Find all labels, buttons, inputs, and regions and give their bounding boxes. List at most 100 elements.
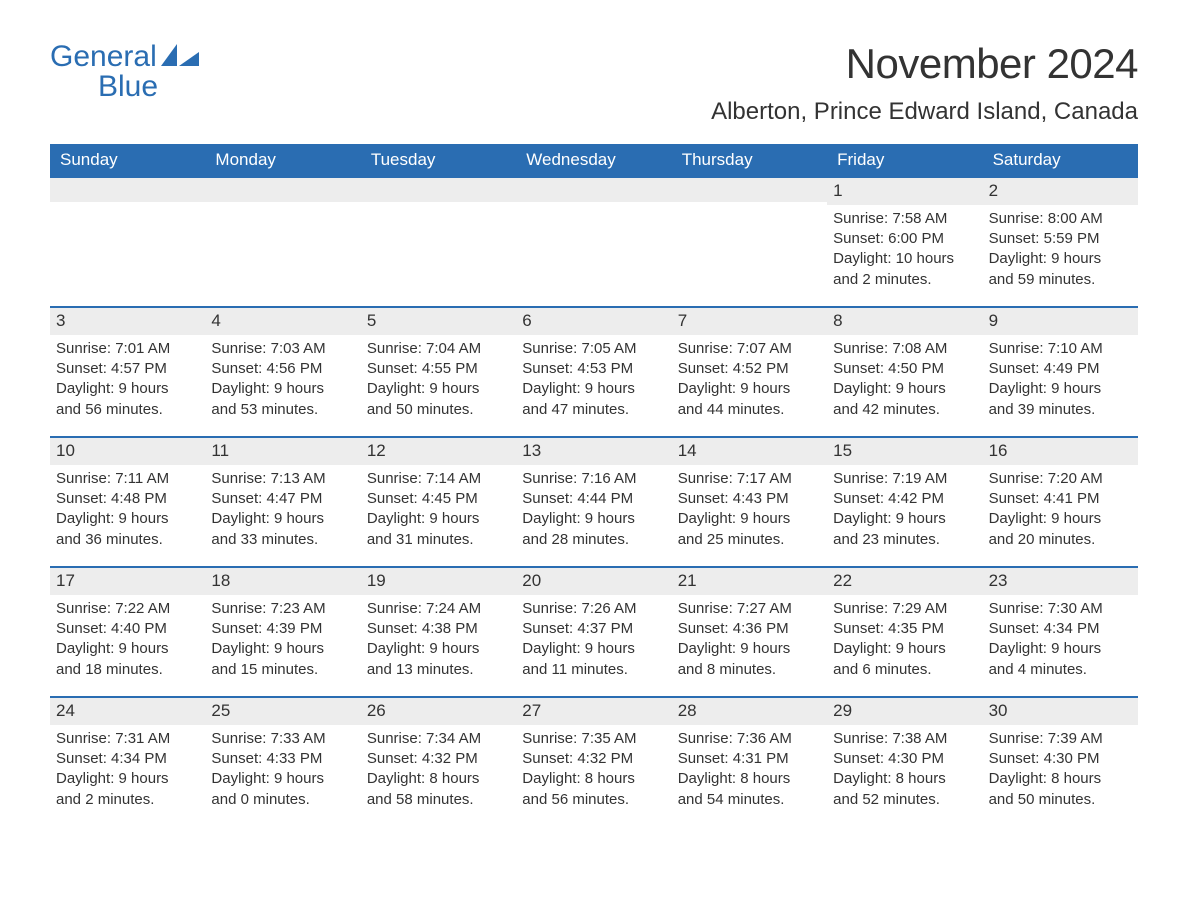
day-ss: Sunset: 4:45 PM bbox=[367, 489, 510, 509]
day-number: 10 bbox=[50, 438, 205, 465]
day-ss: Sunset: 4:34 PM bbox=[989, 619, 1132, 639]
day-ss: Sunset: 4:30 PM bbox=[833, 749, 976, 769]
weeks-container: 1Sunrise: 7:58 AMSunset: 6:00 PMDaylight… bbox=[50, 176, 1138, 826]
day-d2: and 11 minutes. bbox=[522, 660, 665, 680]
week-row: 17Sunrise: 7:22 AMSunset: 4:40 PMDayligh… bbox=[50, 566, 1138, 696]
day-cell: 15Sunrise: 7:19 AMSunset: 4:42 PMDayligh… bbox=[827, 438, 982, 566]
day-d1: Daylight: 9 hours bbox=[211, 379, 354, 399]
day-ss: Sunset: 4:47 PM bbox=[211, 489, 354, 509]
day-d2: and 31 minutes. bbox=[367, 530, 510, 550]
day-d2: and 50 minutes. bbox=[989, 790, 1132, 810]
day-sr: Sunrise: 7:26 AM bbox=[522, 599, 665, 619]
day-d1: Daylight: 9 hours bbox=[211, 509, 354, 529]
day-cell: 5Sunrise: 7:04 AMSunset: 4:55 PMDaylight… bbox=[361, 308, 516, 436]
day-ss: Sunset: 4:32 PM bbox=[522, 749, 665, 769]
day-cell bbox=[516, 178, 671, 306]
day-sr: Sunrise: 7:36 AM bbox=[678, 729, 821, 749]
day-sr: Sunrise: 7:38 AM bbox=[833, 729, 976, 749]
day-d2: and 15 minutes. bbox=[211, 660, 354, 680]
day-cell: 8Sunrise: 7:08 AMSunset: 4:50 PMDaylight… bbox=[827, 308, 982, 436]
day-ss: Sunset: 4:50 PM bbox=[833, 359, 976, 379]
day-sr: Sunrise: 7:01 AM bbox=[56, 339, 199, 359]
day-ss: Sunset: 4:44 PM bbox=[522, 489, 665, 509]
day-sr: Sunrise: 7:30 AM bbox=[989, 599, 1132, 619]
day-number: 23 bbox=[983, 568, 1138, 595]
day-d1: Daylight: 9 hours bbox=[56, 769, 199, 789]
day-sr: Sunrise: 7:31 AM bbox=[56, 729, 199, 749]
day-ss: Sunset: 4:41 PM bbox=[989, 489, 1132, 509]
location: Alberton, Prince Edward Island, Canada bbox=[711, 98, 1138, 126]
day-d2: and 6 minutes. bbox=[833, 660, 976, 680]
day-cell: 24Sunrise: 7:31 AMSunset: 4:34 PMDayligh… bbox=[50, 698, 205, 826]
day-cell bbox=[50, 178, 205, 306]
day-d2: and 13 minutes. bbox=[367, 660, 510, 680]
day-d2: and 44 minutes. bbox=[678, 400, 821, 420]
day-d2: and 56 minutes. bbox=[522, 790, 665, 810]
day-number: 4 bbox=[205, 308, 360, 335]
day-ss: Sunset: 4:40 PM bbox=[56, 619, 199, 639]
day-d2: and 47 minutes. bbox=[522, 400, 665, 420]
day-d1: Daylight: 9 hours bbox=[211, 639, 354, 659]
day-number: 13 bbox=[516, 438, 671, 465]
day-sr: Sunrise: 7:24 AM bbox=[367, 599, 510, 619]
day-ss: Sunset: 4:56 PM bbox=[211, 359, 354, 379]
day-number: 21 bbox=[672, 568, 827, 595]
day-d1: Daylight: 9 hours bbox=[522, 379, 665, 399]
day-d2: and 59 minutes. bbox=[989, 270, 1132, 290]
day-cell: 6Sunrise: 7:05 AMSunset: 4:53 PMDaylight… bbox=[516, 308, 671, 436]
day-number: 5 bbox=[361, 308, 516, 335]
day-ss: Sunset: 4:52 PM bbox=[678, 359, 821, 379]
day-cell bbox=[361, 178, 516, 306]
day-number-empty bbox=[50, 178, 205, 202]
day-cell: 1Sunrise: 7:58 AMSunset: 6:00 PMDaylight… bbox=[827, 178, 982, 306]
day-d1: Daylight: 9 hours bbox=[678, 639, 821, 659]
logo-flag-icon bbox=[161, 44, 199, 66]
day-sr: Sunrise: 7:39 AM bbox=[989, 729, 1132, 749]
day-ss: Sunset: 4:35 PM bbox=[833, 619, 976, 639]
day-d1: Daylight: 9 hours bbox=[522, 509, 665, 529]
day-sr: Sunrise: 7:58 AM bbox=[833, 209, 976, 229]
week-row: 1Sunrise: 7:58 AMSunset: 6:00 PMDaylight… bbox=[50, 176, 1138, 306]
logo-word-1: General bbox=[50, 40, 157, 74]
day-d2: and 42 minutes. bbox=[833, 400, 976, 420]
day-number: 20 bbox=[516, 568, 671, 595]
day-ss: Sunset: 4:32 PM bbox=[367, 749, 510, 769]
day-d2: and 33 minutes. bbox=[211, 530, 354, 550]
day-number: 27 bbox=[516, 698, 671, 725]
day-sr: Sunrise: 7:11 AM bbox=[56, 469, 199, 489]
day-d1: Daylight: 9 hours bbox=[678, 379, 821, 399]
day-number: 12 bbox=[361, 438, 516, 465]
day-number-empty bbox=[516, 178, 671, 202]
day-cell: 23Sunrise: 7:30 AMSunset: 4:34 PMDayligh… bbox=[983, 568, 1138, 696]
logo-word-2: Blue bbox=[98, 70, 158, 104]
day-ss: Sunset: 4:48 PM bbox=[56, 489, 199, 509]
day-d1: Daylight: 8 hours bbox=[522, 769, 665, 789]
weekday-header: Tuesday bbox=[361, 144, 516, 176]
day-cell: 12Sunrise: 7:14 AMSunset: 4:45 PMDayligh… bbox=[361, 438, 516, 566]
day-cell: 27 Sunrise: 7:35 AMSunset: 4:32 PMDayligh… bbox=[516, 698, 671, 826]
day-d1: Daylight: 9 hours bbox=[833, 639, 976, 659]
day-sr: Sunrise: 8:00 AM bbox=[989, 209, 1132, 229]
day-ss: Sunset: 4:30 PM bbox=[989, 749, 1132, 769]
day-number: 8 bbox=[827, 308, 982, 335]
day-ss: Sunset: 4:36 PM bbox=[678, 619, 821, 639]
day-ss: Sunset: 6:00 PM bbox=[833, 229, 976, 249]
day-d1: Daylight: 9 hours bbox=[211, 769, 354, 789]
month-title: November 2024 bbox=[711, 40, 1138, 88]
day-ss: Sunset: 4:38 PM bbox=[367, 619, 510, 639]
day-cell: 19Sunrise: 7:24 AMSunset: 4:38 PMDayligh… bbox=[361, 568, 516, 696]
weekday-header: Wednesday bbox=[516, 144, 671, 176]
day-cell: 10Sunrise: 7:11 AMSunset: 4:48 PMDayligh… bbox=[50, 438, 205, 566]
day-number: 7 bbox=[672, 308, 827, 335]
day-d2: and 36 minutes. bbox=[56, 530, 199, 550]
day-number: 17 bbox=[50, 568, 205, 595]
day-number: 16 bbox=[983, 438, 1138, 465]
day-ss: Sunset: 4:39 PM bbox=[211, 619, 354, 639]
day-sr: Sunrise: 7:08 AM bbox=[833, 339, 976, 359]
day-cell: 9Sunrise: 7:10 AMSunset: 4:49 PMDaylight… bbox=[983, 308, 1138, 436]
day-d2: and 52 minutes. bbox=[833, 790, 976, 810]
day-number-empty bbox=[361, 178, 516, 202]
day-sr: Sunrise: 7:27 AM bbox=[678, 599, 821, 619]
day-sr: Sunrise: 7:35 AM bbox=[522, 729, 665, 749]
day-cell: 4Sunrise: 7:03 AMSunset: 4:56 PMDaylight… bbox=[205, 308, 360, 436]
